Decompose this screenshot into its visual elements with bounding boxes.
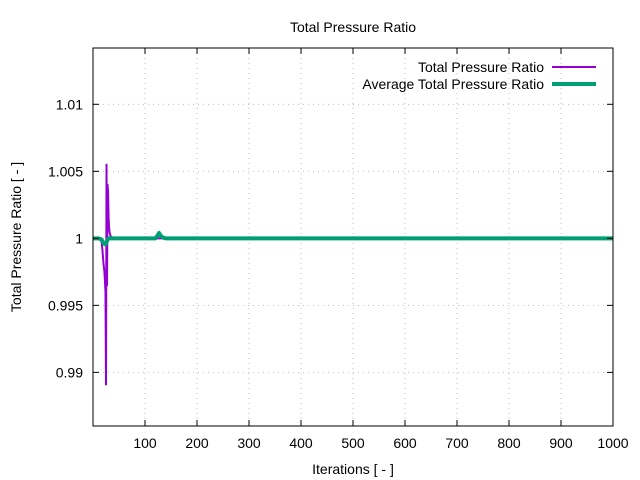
series-line-average-total-pressure-ratio xyxy=(93,230,613,247)
x-tick-label: 1000 xyxy=(597,435,628,451)
x-tick-label: 600 xyxy=(393,435,417,451)
series-layer xyxy=(93,163,613,386)
x-tick-label: 200 xyxy=(185,435,209,451)
y-tick-label: 1 xyxy=(75,230,83,246)
legend-label: Average Total Pressure Ratio xyxy=(362,76,544,92)
y-tick-label: 1.01 xyxy=(56,96,83,112)
x-tick-label: 100 xyxy=(133,435,157,451)
y-axis: 0.99 0.995 1 1.005 1.01 xyxy=(48,96,613,380)
x-tick-label: 400 xyxy=(289,435,313,451)
y-axis-label: Total Pressure Ratio [ - ] xyxy=(8,162,24,312)
legend-item: Total Pressure Ratio xyxy=(418,59,596,75)
x-tick-label: 900 xyxy=(549,435,573,451)
x-tick-label: 300 xyxy=(237,435,261,451)
series-line-total-pressure-ratio xyxy=(93,163,613,386)
x-tick-label: 500 xyxy=(341,435,365,451)
y-tick-label: 0.99 xyxy=(56,364,83,380)
x-axis: 100 200 300 400 500 600 700 800 900 1000 xyxy=(133,48,629,451)
legend-item: Average Total Pressure Ratio xyxy=(362,76,596,92)
y-tick-label: 0.995 xyxy=(48,297,83,313)
x-tick-label: 700 xyxy=(445,435,469,451)
x-axis-label: Iterations [ - ] xyxy=(312,461,394,477)
legend-label: Total Pressure Ratio xyxy=(418,59,544,75)
x-tick-label: 800 xyxy=(497,435,521,451)
chart-title: Total Pressure Ratio xyxy=(290,19,416,35)
y-tick-label: 1.005 xyxy=(48,163,83,179)
